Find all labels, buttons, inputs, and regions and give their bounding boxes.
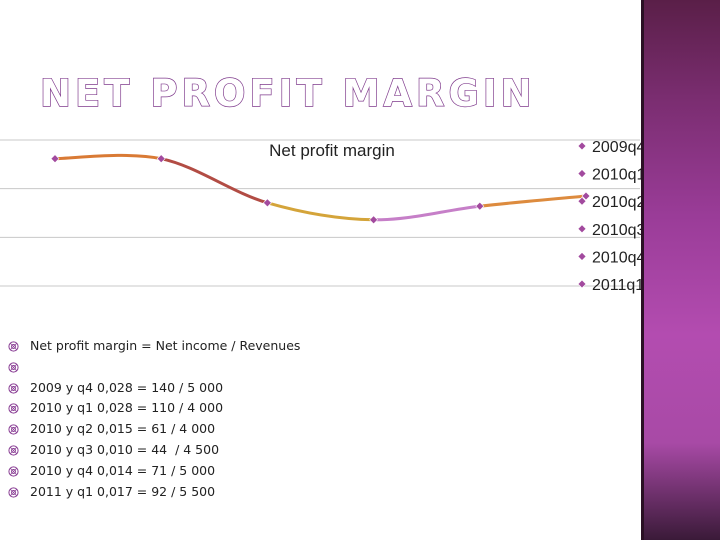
data-point	[262, 198, 272, 208]
chart-legend: 2009q4 2010q1 2010q2 2010q3 2010q4 2011q1	[577, 139, 645, 294]
decorative-side-panel	[641, 0, 720, 540]
legend-marker	[577, 279, 587, 289]
bullet-text: 2011 y q1 0,017 = 92 / 5 500	[30, 483, 216, 499]
chart-gridlines	[0, 139, 640, 287]
legend-marker	[577, 169, 587, 179]
legend-marker	[577, 196, 587, 206]
bullet-item: 2010 y q2 0,015 = 61 / 4 000	[8, 419, 300, 440]
data-point	[369, 215, 379, 225]
legend-label: 2010q4	[592, 249, 645, 266]
data-point	[156, 154, 166, 164]
legend-marker	[577, 141, 587, 151]
bullet-text: 2010 y q3 0,010 = 44 / 4 500	[30, 441, 220, 457]
circle-bullet-icon	[8, 445, 19, 456]
legend-label: 2011q1	[592, 277, 644, 294]
legend-label: 2010q3	[592, 222, 645, 239]
circle-bullet-icon	[8, 424, 19, 435]
slide-title: NET PROFIT MARGIN	[39, 71, 536, 115]
bullet-text: 2009 y q4 0,028 = 140 / 5 000	[30, 379, 224, 395]
line-segment	[265, 201, 376, 222]
bullet-item	[8, 357, 300, 378]
bullet-item: 2010 y q3 0,010 = 44 / 4 500	[8, 440, 300, 461]
circle-bullet-icon	[8, 403, 19, 414]
bullet-item: 2009 y q4 0,028 = 140 / 5 000	[8, 378, 300, 399]
circle-bullet-icon	[8, 383, 19, 394]
bullet-item: Net profit margin = Net income / Revenue…	[8, 336, 300, 357]
chart-markers	[50, 154, 591, 225]
line-segment	[478, 194, 588, 208]
legend-marker	[577, 251, 587, 261]
legend-marker	[577, 224, 587, 234]
bullet-text: 2010 y q1 0,028 = 110 / 4 000	[30, 400, 224, 416]
circle-bullet-icon	[8, 466, 19, 477]
bullet-text: Net profit margin = Net income / Revenue…	[30, 338, 301, 353]
data-point	[581, 191, 591, 201]
line-chart: Net profit margin 2009q4 2010q1 2010q2 2010…	[0, 139, 645, 294]
legend-label: 2009q4	[592, 139, 645, 156]
circle-bullet-icon	[8, 362, 19, 373]
line-segment	[372, 204, 482, 222]
bullet-item: 2011 y q1 0,017 = 92 / 5 500	[8, 482, 300, 503]
line-segment	[159, 157, 269, 205]
line-segment	[53, 153, 163, 161]
bullet-item: 2010 y q1 0,028 = 110 / 4 000	[8, 398, 300, 419]
bullet-text: 2010 y q4 0,014 = 71 / 5 000	[30, 462, 216, 478]
legend-label: 2010q2	[592, 194, 645, 211]
bullet-list: Net profit margin = Net income / Revenue…	[8, 336, 300, 502]
bullet-item: 2010 y q4 0,014 = 71 / 5 000	[8, 461, 300, 482]
circle-bullet-icon	[8, 486, 19, 498]
bullet-text: 2010 y q2 0,015 = 61 / 4 000	[30, 421, 216, 437]
chart-title: Net profit margin	[269, 141, 395, 160]
legend-label: 2010q1	[592, 167, 645, 184]
data-point	[50, 154, 60, 164]
data-point	[475, 201, 485, 211]
chart-series-line	[53, 153, 588, 222]
circle-bullet-icon	[8, 341, 19, 352]
